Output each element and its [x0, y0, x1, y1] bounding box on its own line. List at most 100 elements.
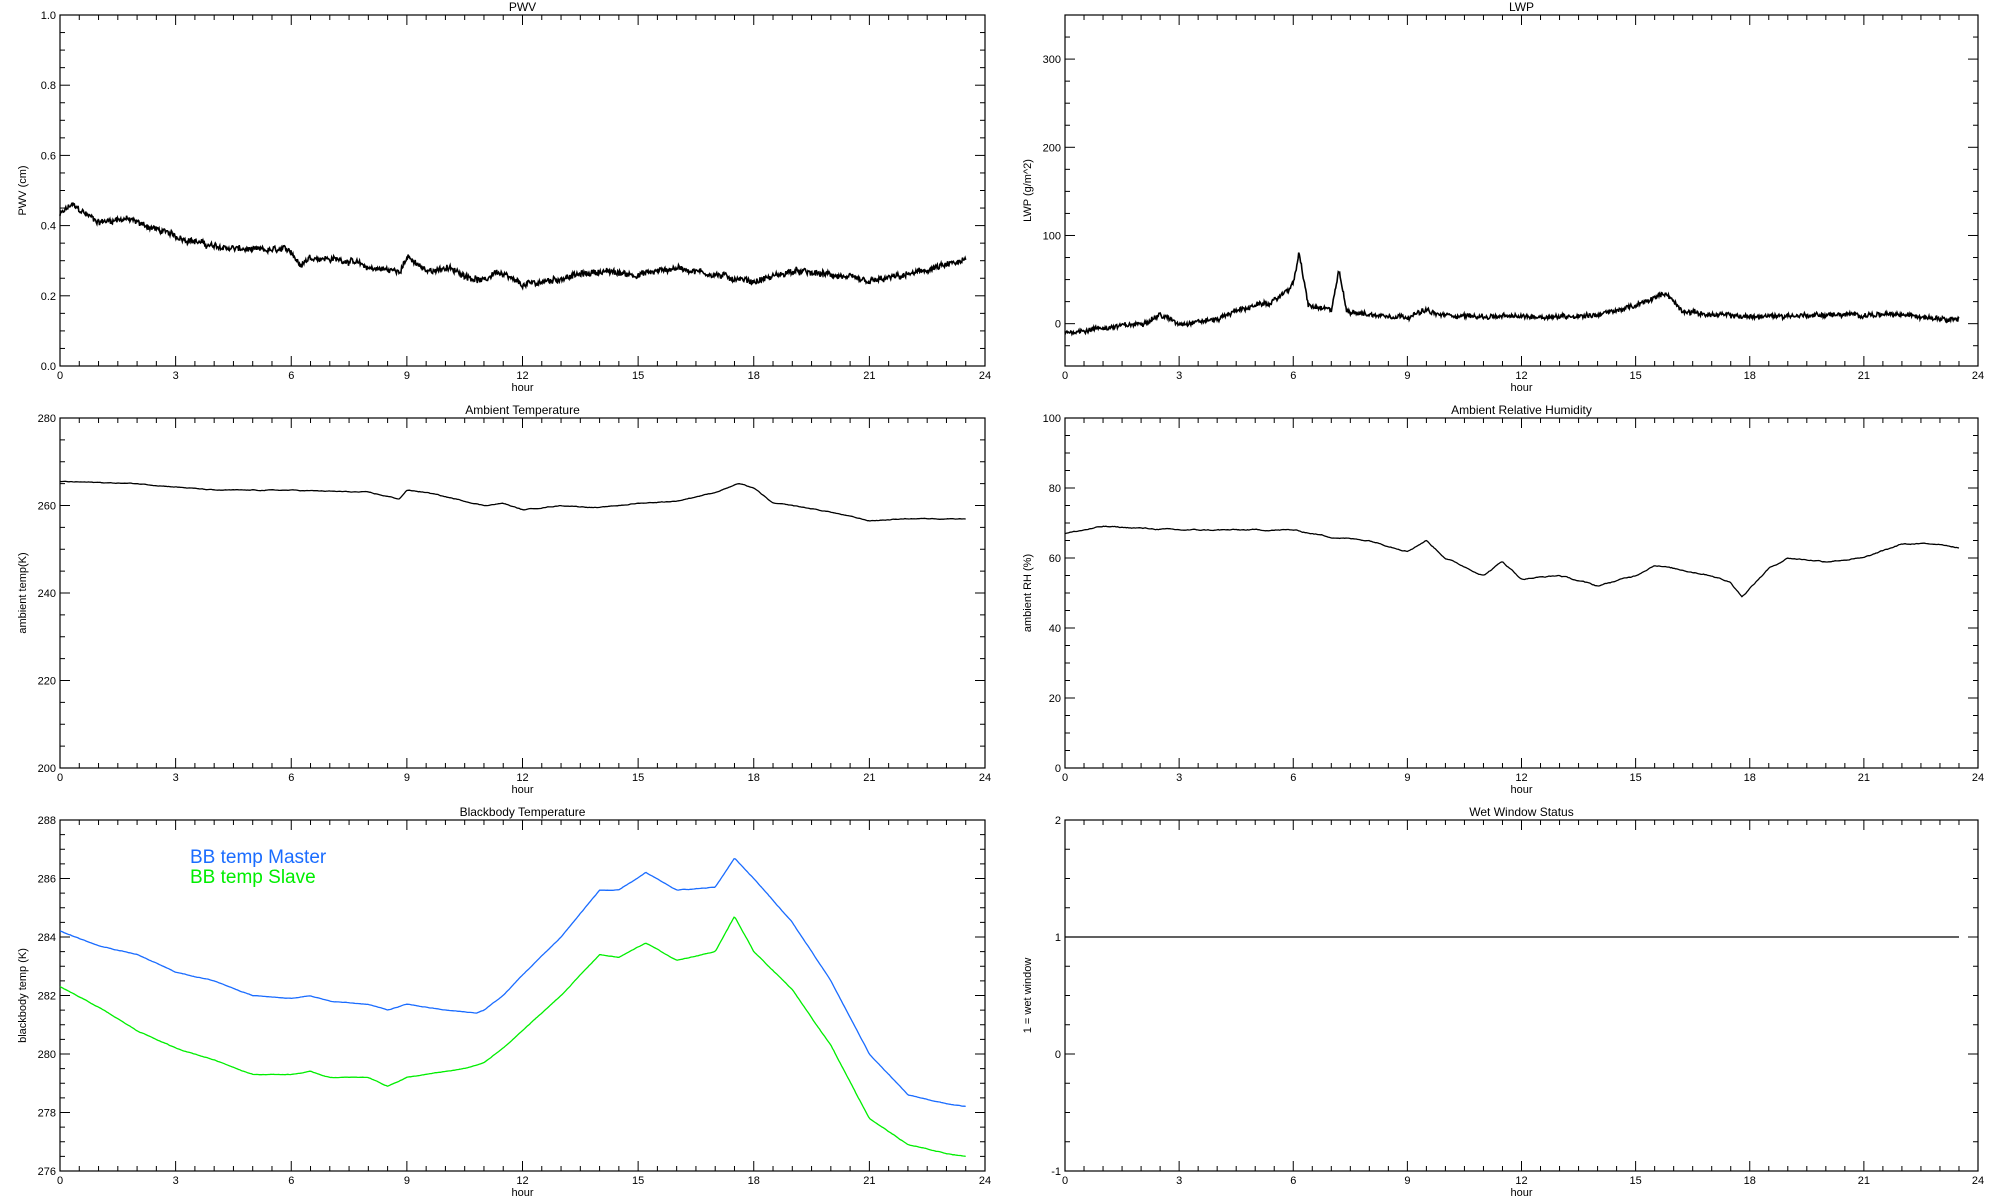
x-tick-label: 6 — [288, 1175, 294, 1187]
y-tick-label: 20 — [1049, 693, 1061, 705]
series-line-bb-temp-master — [59, 857, 966, 1108]
y-tick-label: 100 — [1043, 413, 1061, 425]
y-tick-label: 300 — [1043, 54, 1061, 66]
y-tick-label: 40 — [1049, 623, 1061, 635]
x-tick-label: 0 — [1062, 772, 1068, 784]
series-line-lwp — [1064, 252, 1960, 337]
x-tick-label: 21 — [863, 772, 875, 784]
x-tick-label: 6 — [1290, 1175, 1296, 1187]
x-tick-label: 24 — [1972, 1175, 1984, 1187]
chart-title: Ambient Temperature — [465, 403, 580, 417]
legend-entry: BB temp Master — [190, 847, 327, 868]
x-tick-label: 3 — [1176, 370, 1182, 382]
plot-frame — [1064, 417, 1979, 769]
chart-title: Wet Window Status — [1469, 805, 1573, 819]
chart-lwp: LWP hour LWP (g/m^2) 0 3 6 9 12 15 18 21 24 0 100 200 3… — [1022, 0, 1984, 394]
x-tick-label: 6 — [288, 370, 294, 382]
x-tick-label: 9 — [1404, 370, 1410, 382]
x-axis-label: hour — [1510, 382, 1532, 394]
x-tick-label: 24 — [979, 772, 991, 784]
x-tick-label: 18 — [1744, 370, 1756, 382]
y-axis-label: 1 = wet window — [1022, 958, 1034, 1034]
y-tick-label: -1 — [1051, 1166, 1061, 1178]
x-tick-label: 0 — [1062, 370, 1068, 382]
y-tick-label: 200 — [1043, 142, 1061, 154]
x-tick-label: 12 — [1515, 772, 1527, 784]
x-tick-label: 15 — [632, 370, 644, 382]
y-axis-label: PWV (cm) — [17, 165, 29, 215]
y-tick-label: 280 — [38, 1049, 56, 1061]
x-tick-label: 9 — [404, 772, 410, 784]
y-tick-label: 284 — [38, 932, 56, 944]
y-tick-label: 220 — [38, 676, 56, 688]
x-tick-label: 6 — [288, 772, 294, 784]
x-tick-label: 3 — [173, 1175, 179, 1187]
y-tick-label: 0.4 — [41, 221, 56, 233]
y-tick-label: 282 — [38, 991, 56, 1003]
chart-ambient-rh: Ambient Relative Humidity hour ambient RH … — [1022, 403, 1984, 796]
x-axis-label: hour — [511, 784, 533, 796]
plot-frame — [59, 14, 986, 367]
x-axis-label: hour — [1510, 784, 1532, 796]
x-tick-label: 18 — [1744, 1175, 1756, 1187]
y-tick-label: 2 — [1055, 815, 1061, 827]
chart-title: Blackbody Temperature — [460, 805, 586, 819]
chart-ambient-temp: Ambient Temperature hour ambient temp(K) 0 3… — [17, 403, 991, 796]
y-tick-label: 276 — [38, 1166, 56, 1178]
x-tick-label: 3 — [173, 772, 179, 784]
x-axis-label: hour — [1510, 1187, 1532, 1199]
x-tick-label: 9 — [1404, 1175, 1410, 1187]
x-tick-label: 0 — [57, 1175, 63, 1187]
x-tick-label: 3 — [1176, 1175, 1182, 1187]
x-tick-label: 24 — [1972, 370, 1984, 382]
x-tick-label: 15 — [1630, 772, 1642, 784]
chart-title: Ambient Relative Humidity — [1451, 403, 1592, 417]
y-tick-label: 0.6 — [41, 150, 56, 162]
x-axis-label: hour — [511, 382, 533, 394]
plot-frame — [1064, 14, 1979, 367]
x-tick-label: 18 — [748, 370, 760, 382]
y-tick-label: 288 — [38, 815, 56, 827]
x-tick-label: 15 — [1630, 1175, 1642, 1187]
chart-blackbody-temp: Blackbody Temperature hour blackbody temp … — [17, 805, 991, 1199]
y-tick-label: 0.8 — [41, 80, 56, 92]
x-tick-label: 21 — [863, 1175, 875, 1187]
x-tick-label: 6 — [1290, 370, 1296, 382]
x-tick-label: 21 — [1858, 772, 1870, 784]
y-tick-label: 260 — [38, 501, 56, 513]
plot-frame — [1064, 819, 1979, 1172]
y-tick-label: 80 — [1049, 483, 1061, 495]
y-tick-label: 1.0 — [41, 10, 56, 22]
x-tick-label: 15 — [1630, 370, 1642, 382]
y-tick-label: 0 — [1055, 763, 1061, 775]
y-axis-label: blackbody temp (K) — [17, 948, 29, 1043]
y-tick-label: 286 — [38, 874, 56, 886]
chart-pwv: PWV hour PWV (cm) 0 3 6 9 12 15 18 21 24 0.0 0.2 0.4 0.… — [17, 0, 991, 394]
x-tick-label: 3 — [1176, 772, 1182, 784]
y-tick-label: 0 — [1055, 1049, 1061, 1061]
y-tick-label: 278 — [38, 1108, 56, 1120]
x-tick-label: 12 — [516, 772, 528, 784]
x-tick-label: 15 — [632, 1175, 644, 1187]
x-tick-label: 21 — [863, 370, 875, 382]
plot-frame — [59, 417, 986, 769]
y-axis-label: ambient RH (%) — [1022, 554, 1034, 632]
x-tick-label: 12 — [1515, 1175, 1527, 1187]
x-tick-label: 24 — [979, 1175, 991, 1187]
y-tick-label: 240 — [38, 588, 56, 600]
series-line-ambient-temp — [59, 480, 966, 522]
x-tick-label: 12 — [516, 1175, 528, 1187]
x-tick-label: 12 — [516, 370, 528, 382]
x-tick-label: 12 — [1515, 370, 1527, 382]
legend-entry: BB temp Slave — [190, 867, 316, 888]
x-tick-label: 21 — [1858, 370, 1870, 382]
y-tick-label: 0 — [1055, 319, 1061, 331]
x-tick-label: 0 — [1062, 1175, 1068, 1187]
x-tick-label: 3 — [173, 370, 179, 382]
x-tick-label: 18 — [1744, 772, 1756, 784]
series-line-bb-temp-slave — [59, 916, 966, 1158]
chart-title: PWV — [509, 0, 536, 14]
x-tick-label: 9 — [404, 370, 410, 382]
x-tick-label: 9 — [1404, 772, 1410, 784]
y-tick-label: 1 — [1055, 932, 1061, 944]
